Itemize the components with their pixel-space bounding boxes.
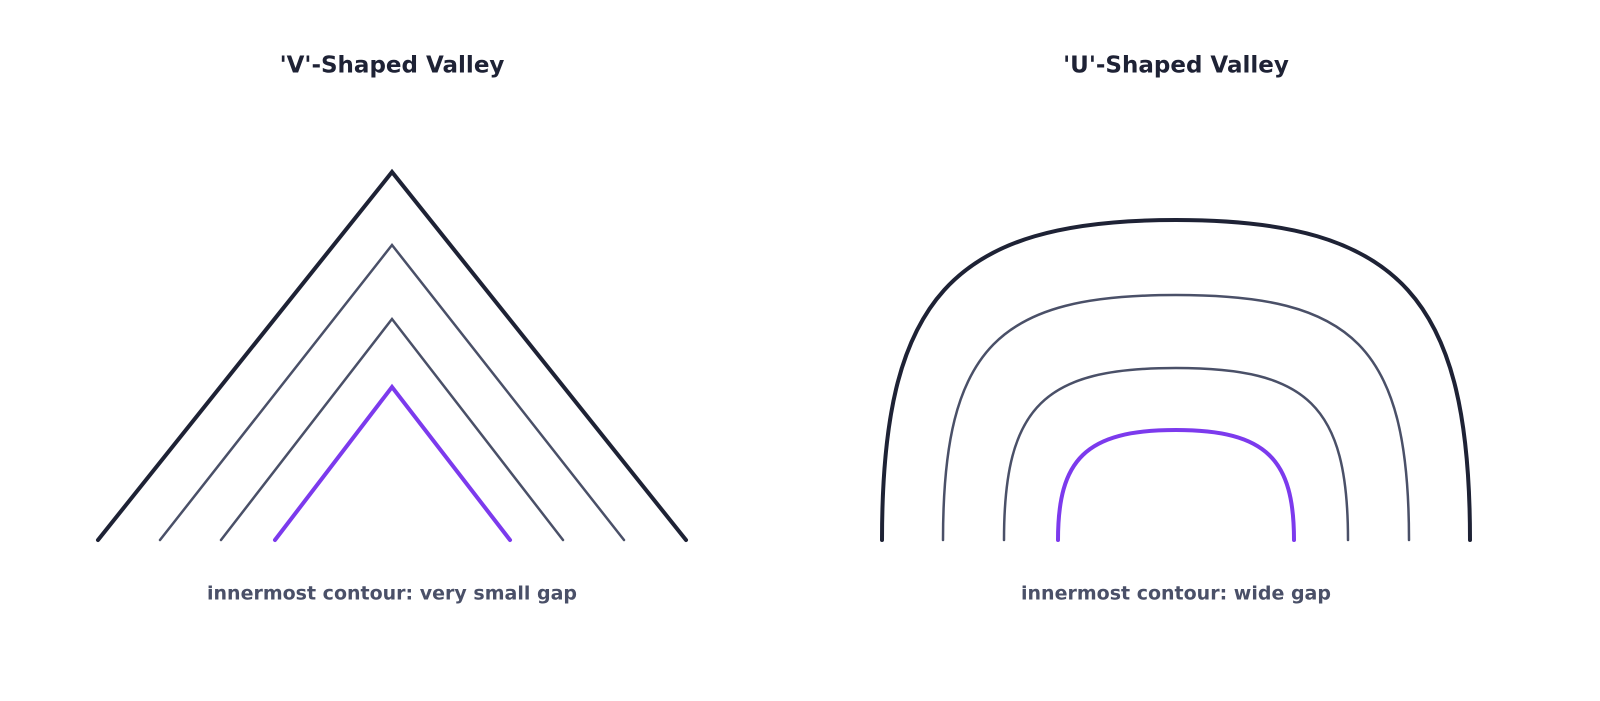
panel-title: 'V'-Shaped Valley [280, 53, 505, 79]
v-panel: 'V'-Shaped Valley innermost contour: ver… [96, 53, 688, 605]
contour-line [880, 217, 1472, 542]
contour-line [219, 316, 565, 542]
contour-line [96, 168, 688, 542]
contour-line [1002, 366, 1350, 542]
panel-caption: innermost contour: very small gap [207, 583, 577, 605]
panel-title: 'U'-Shaped Valley [1063, 53, 1289, 79]
contour-line [941, 293, 1411, 542]
innermost-contour [1056, 427, 1296, 542]
innermost-contour [273, 383, 512, 542]
u-panel: 'U'-Shaped Valley innermost contour: wid… [880, 53, 1472, 605]
contour-line [158, 242, 626, 542]
panel-caption: innermost contour: wide gap [1021, 583, 1331, 605]
